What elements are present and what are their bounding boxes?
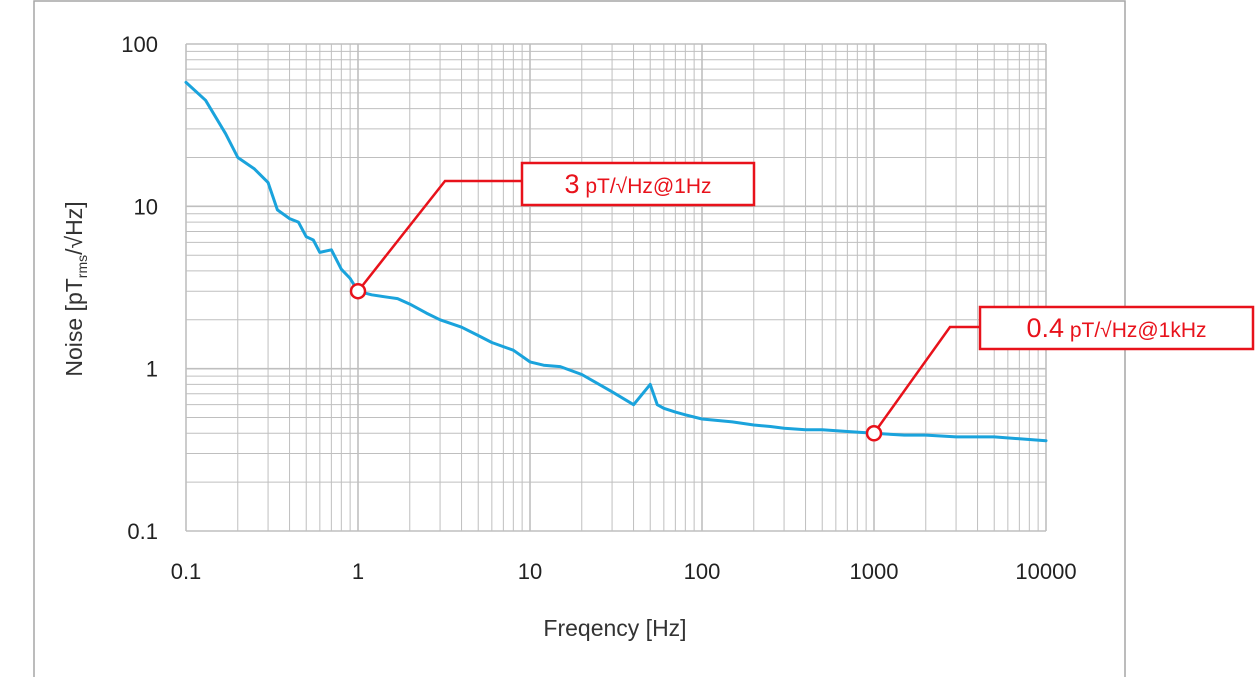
noise-series-line [184, 80, 1048, 443]
annotation-box [520, 161, 756, 207]
y-axis-title-tail: /√Hz] [61, 201, 87, 255]
x-axis-title: Freqency [Hz] [543, 615, 686, 641]
annotation-unit: pT/√Hz@1Hz [580, 175, 712, 198]
y-tick-label: 10 [134, 194, 158, 219]
tick-label-layer: 0.1 1 10 100 1000 10000 0.1 1 10 100 [121, 32, 1076, 584]
annotation-leader-line [872, 325, 980, 434]
series-layer [184, 80, 1048, 443]
annotation-layer: 3 pT/√Hz@1Hz 0.4 pT/√Hz@1kHz [349, 161, 1255, 442]
grid-layer [185, 43, 1047, 532]
y-axis-title-subscript: rms [74, 255, 90, 278]
x-tick-label: 10000 [1015, 559, 1076, 584]
annotation-leader-line [357, 179, 522, 292]
y-tick-label: 1 [146, 357, 158, 382]
x-tick-label: 10 [518, 559, 542, 584]
annotation-value: 0.4 [1026, 313, 1064, 343]
annotation-value: 3 [564, 169, 579, 199]
y-tick-label: 0.1 [127, 519, 158, 544]
annotation-box [978, 305, 1255, 351]
y-axis-title-main: Noise [pT [61, 278, 87, 376]
x-tick-label: 1000 [850, 559, 899, 584]
annotation-marker [349, 282, 367, 300]
annotation-unit: pT/√Hz@1kHz [1064, 319, 1207, 342]
y-axis-title: Noise [pTrms/√Hz] [61, 201, 90, 376]
annotation-marker [865, 425, 883, 442]
x-tick-label: 0.1 [171, 559, 202, 584]
annotation-label: 3 pT/√Hz@1Hz [564, 169, 711, 199]
x-tick-label: 1 [352, 559, 364, 584]
chart-border [33, 0, 1126, 677]
y-tick-label: 100 [121, 32, 158, 57]
x-tick-label: 100 [684, 559, 721, 584]
annotation-label: 0.4 pT/√Hz@1kHz [1026, 313, 1206, 343]
